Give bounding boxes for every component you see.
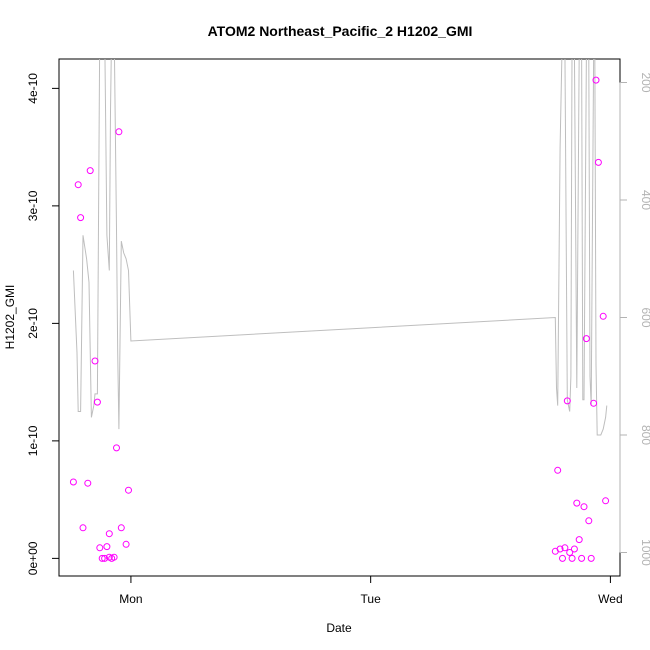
data-point xyxy=(594,158,602,166)
plot-area-frame xyxy=(58,58,621,577)
data-point xyxy=(587,554,595,562)
data-point xyxy=(568,554,576,562)
data-point xyxy=(98,554,106,562)
y-tick-label: 1e-10 xyxy=(26,425,40,456)
data-point xyxy=(580,503,588,511)
x-tick-label: Tue xyxy=(361,592,382,606)
data-point xyxy=(113,444,120,452)
y-axis-label: H1202_GMI xyxy=(3,285,17,350)
y-tick-label: 4e-10 xyxy=(26,73,40,104)
data-point xyxy=(570,545,578,553)
data-point xyxy=(566,549,574,556)
left-axis: 0e+00 1e-10 2e-10 3e-10 4e-10 xyxy=(26,73,60,575)
y-tick-label: 0e+00 xyxy=(26,541,40,575)
x-tick-label: Mon xyxy=(119,592,142,606)
data-point xyxy=(599,312,607,320)
y-tick-label: 2e-10 xyxy=(26,308,40,339)
data-point xyxy=(74,181,82,189)
data-point xyxy=(105,530,113,538)
data-point xyxy=(93,398,101,406)
scatter-series xyxy=(69,76,610,562)
data-point xyxy=(101,554,109,562)
data-point xyxy=(69,478,77,486)
data-point xyxy=(578,554,586,562)
data-point xyxy=(110,553,118,561)
data-point xyxy=(91,357,99,365)
right-axis: 200 400 600 800 1000 xyxy=(619,72,650,566)
y-tick-label: 3e-10 xyxy=(26,190,40,221)
data-point xyxy=(585,517,593,525)
data-point xyxy=(96,544,104,552)
data-point xyxy=(115,128,123,136)
data-point xyxy=(573,499,581,507)
right-tick-label: 200 xyxy=(639,72,650,92)
chart-title: ATOM2 Northeast_Pacific_2 H1202_GMI xyxy=(208,23,473,39)
right-tick-label: 400 xyxy=(639,190,650,210)
data-point xyxy=(77,214,85,222)
data-point xyxy=(582,335,590,343)
data-point xyxy=(117,524,125,532)
data-point xyxy=(556,545,564,553)
x-axis-label: Date xyxy=(326,621,352,635)
data-point xyxy=(559,554,566,562)
data-point xyxy=(122,540,130,548)
data-point xyxy=(563,397,571,405)
data-point xyxy=(79,524,87,532)
data-point xyxy=(84,479,92,487)
line-series xyxy=(72,59,608,436)
data-point xyxy=(125,486,132,494)
right-tick-label: 1000 xyxy=(639,539,650,566)
bottom-axis: Mon Tue Wed xyxy=(119,575,623,606)
data-point xyxy=(86,167,94,175)
x-tick-label: Wed xyxy=(598,592,622,606)
right-tick-label: 800 xyxy=(639,425,650,445)
data-point xyxy=(602,497,610,505)
data-point xyxy=(554,466,562,474)
data-point xyxy=(590,399,598,407)
data-point xyxy=(575,536,583,544)
depth-line xyxy=(72,59,608,436)
data-point xyxy=(561,544,569,552)
right-tick-label: 600 xyxy=(639,307,650,327)
data-point xyxy=(592,76,600,84)
data-point xyxy=(103,543,111,551)
